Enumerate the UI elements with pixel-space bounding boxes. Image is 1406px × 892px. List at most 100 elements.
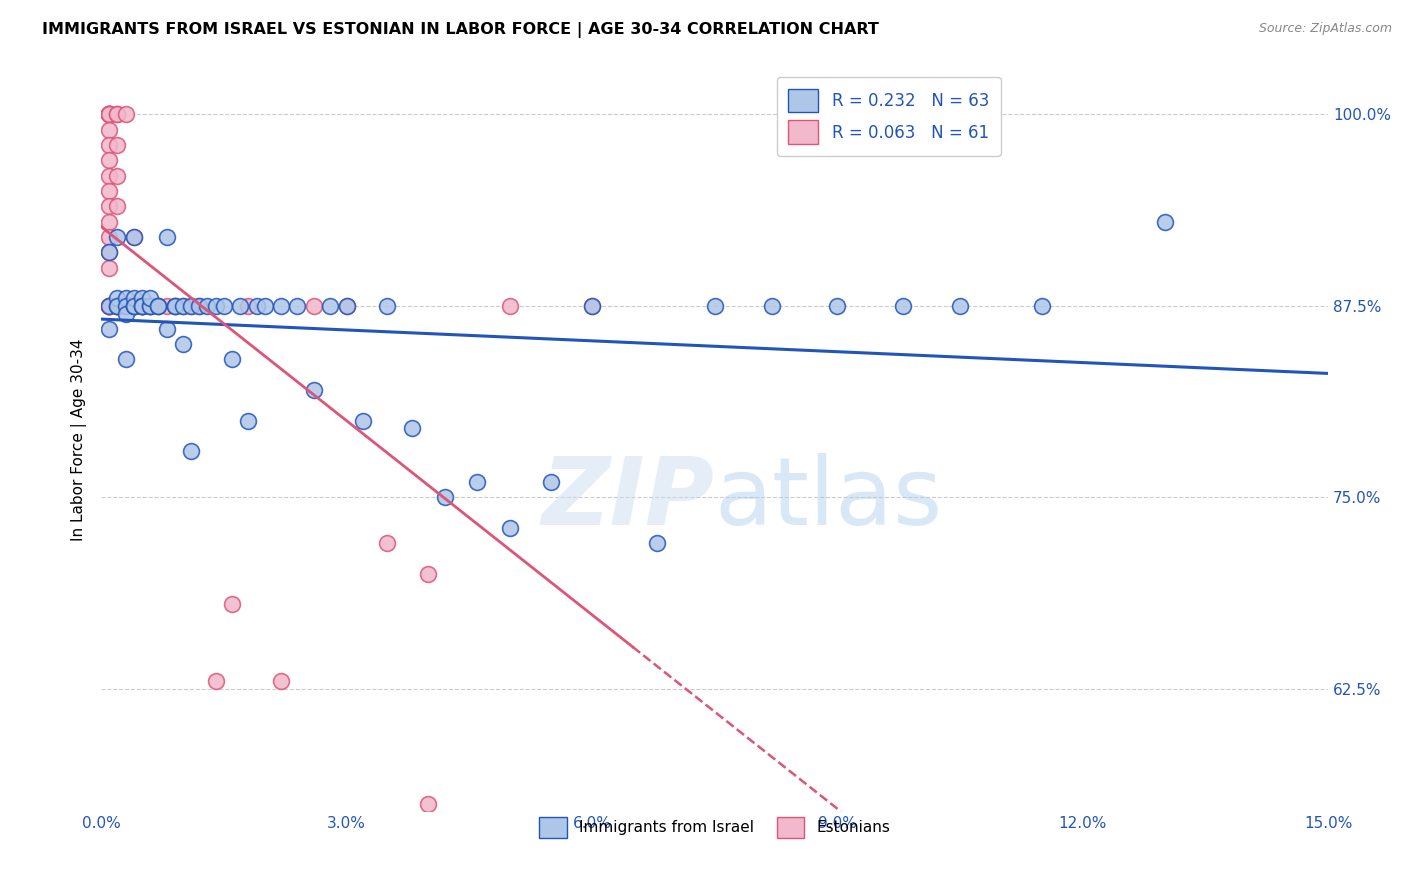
Point	[270, 673, 292, 688]
Point	[155, 322, 177, 336]
Point	[949, 299, 972, 313]
Point	[98, 107, 121, 121]
Point	[155, 230, 177, 244]
Point	[98, 184, 121, 198]
Text: ZIP: ZIP	[541, 453, 714, 545]
Point	[98, 138, 121, 153]
Point	[139, 299, 162, 313]
Point	[180, 299, 202, 313]
Point	[180, 299, 202, 313]
Point	[98, 107, 121, 121]
Point	[98, 299, 121, 313]
Point	[139, 291, 162, 305]
Point	[98, 299, 121, 313]
Point	[148, 299, 170, 313]
Point	[335, 299, 357, 313]
Point	[122, 230, 145, 244]
Point	[131, 291, 153, 305]
Point	[352, 414, 374, 428]
Point	[98, 322, 121, 336]
Point	[499, 299, 522, 313]
Point	[131, 299, 153, 313]
Point	[335, 299, 357, 313]
Point	[114, 299, 136, 313]
Point	[98, 107, 121, 121]
Point	[122, 299, 145, 313]
Point	[122, 299, 145, 313]
Point	[139, 299, 162, 313]
Point	[1153, 214, 1175, 228]
Point	[98, 107, 121, 121]
Point	[98, 245, 121, 260]
Point	[319, 299, 342, 313]
Point	[581, 299, 603, 313]
Point	[98, 214, 121, 228]
Point	[107, 199, 129, 213]
Point	[98, 153, 121, 168]
Point	[98, 299, 121, 313]
Point	[197, 299, 219, 313]
Point	[891, 299, 914, 313]
Point	[122, 299, 145, 313]
Point	[172, 337, 194, 351]
Point	[139, 299, 162, 313]
Point	[98, 299, 121, 313]
Point	[98, 260, 121, 275]
Point	[163, 299, 186, 313]
Point	[122, 230, 145, 244]
Point	[131, 299, 153, 313]
Point	[302, 383, 325, 397]
Point	[98, 199, 121, 213]
Point	[98, 107, 121, 121]
Point	[540, 475, 562, 489]
Point	[647, 536, 669, 550]
Text: atlas: atlas	[714, 453, 943, 545]
Point	[107, 107, 129, 121]
Y-axis label: In Labor Force | Age 30-34: In Labor Force | Age 30-34	[72, 339, 87, 541]
Point	[107, 299, 129, 313]
Point	[107, 138, 129, 153]
Point	[98, 107, 121, 121]
Text: IMMIGRANTS FROM ISRAEL VS ESTONIAN IN LABOR FORCE | AGE 30-34 CORRELATION CHART: IMMIGRANTS FROM ISRAEL VS ESTONIAN IN LA…	[42, 22, 879, 38]
Point	[761, 299, 783, 313]
Point	[418, 566, 440, 581]
Point	[401, 421, 423, 435]
Point	[98, 299, 121, 313]
Point	[98, 107, 121, 121]
Point	[114, 299, 136, 313]
Point	[1031, 299, 1053, 313]
Point	[122, 299, 145, 313]
Point	[122, 299, 145, 313]
Point	[433, 490, 456, 504]
Point	[188, 299, 211, 313]
Point	[98, 245, 121, 260]
Point	[131, 299, 153, 313]
Point	[122, 299, 145, 313]
Point	[377, 299, 399, 313]
Point	[204, 299, 226, 313]
Point	[148, 299, 170, 313]
Point	[148, 299, 170, 313]
Point	[467, 475, 489, 489]
Point	[204, 673, 226, 688]
Point	[107, 291, 129, 305]
Point	[499, 521, 522, 535]
Legend: Immigrants from Israel, Estonians: Immigrants from Israel, Estonians	[533, 811, 897, 845]
Point	[98, 230, 121, 244]
Point	[131, 299, 153, 313]
Point	[107, 230, 129, 244]
Point	[139, 299, 162, 313]
Point	[114, 291, 136, 305]
Point	[270, 299, 292, 313]
Point	[221, 598, 243, 612]
Point	[238, 414, 260, 428]
Point	[98, 169, 121, 183]
Point	[114, 352, 136, 367]
Point	[114, 107, 136, 121]
Point	[212, 299, 235, 313]
Point	[163, 299, 186, 313]
Point	[221, 352, 243, 367]
Point	[131, 299, 153, 313]
Point	[107, 299, 129, 313]
Text: Source: ZipAtlas.com: Source: ZipAtlas.com	[1258, 22, 1392, 36]
